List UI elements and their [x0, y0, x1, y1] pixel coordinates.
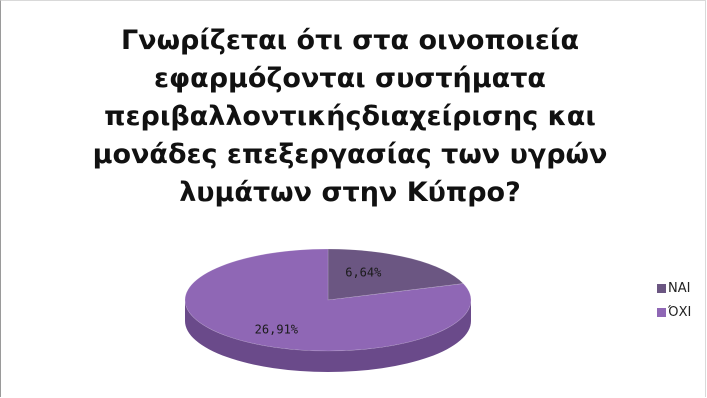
pie-slice-nai [327, 248, 465, 301]
title-line-5: λυμάτων στην Κύπρο? [179, 177, 521, 208]
pie-slice-oxi [184, 248, 472, 352]
chart-title: Γνωρίζεται ότι στα οινοποιεία εφαρμόζοντ… [70, 22, 630, 212]
data-label-nai: 6,64% [345, 265, 382, 279]
legend: ΝΑΙ ΌΧΙ [657, 276, 691, 324]
legend-swatch-oxi [657, 307, 666, 317]
legend-swatch-nai [657, 283, 666, 293]
title-line-3: περιβαλλοντικήςδιαχείρισης και [104, 101, 596, 132]
data-label-oxi: 26,91% [255, 323, 299, 337]
title-line-1: Γνωρίζεται ότι στα οινοποιεία [120, 25, 580, 56]
title-line-4: μονάδες επεξεργασίας των υγρών [92, 139, 608, 170]
legend-item-oxi: ΌΧΙ [657, 300, 691, 324]
legend-item-nai: ΝΑΙ [657, 276, 691, 300]
legend-label-nai: ΝΑΙ [668, 280, 691, 296]
legend-label-oxi: ΌΧΙ [668, 304, 692, 320]
pie-side-oxi [185, 300, 471, 372]
title-line-2: εφαρμόζονται συστήματα [154, 63, 546, 94]
